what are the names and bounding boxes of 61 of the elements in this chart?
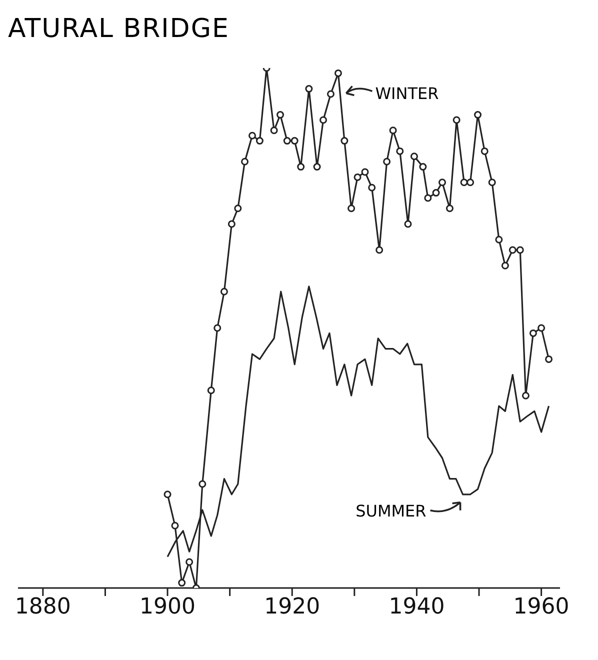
point: [368, 184, 376, 192]
point: [446, 204, 454, 212]
point: [326, 90, 334, 98]
annotation: WINTER: [375, 84, 439, 104]
point: [480, 147, 488, 155]
x-tick-label: 1960: [513, 594, 570, 620]
point: [214, 324, 222, 332]
point: [396, 147, 404, 155]
x-tick-label: 1920: [264, 594, 320, 620]
point: [410, 152, 418, 160]
point: [290, 137, 298, 145]
x-tick-label: 1900: [140, 594, 196, 620]
point: [354, 173, 362, 181]
point: [424, 194, 432, 202]
point: [376, 246, 384, 254]
point: [283, 137, 291, 145]
x-tick-label: 1880: [14, 594, 71, 620]
point: [228, 220, 236, 228]
point: [320, 116, 328, 124]
point: [334, 69, 342, 77]
annotation: SUMMER: [356, 501, 426, 520]
point: [522, 392, 530, 400]
point: [529, 329, 537, 337]
point: [248, 132, 256, 140]
point: [171, 522, 179, 530]
point: [389, 126, 397, 134]
point: [545, 355, 553, 363]
point: [164, 490, 172, 498]
chart-title: ATURAL BRIDGE: [8, 14, 230, 44]
point: [474, 111, 482, 119]
point: [501, 262, 509, 270]
point: [516, 246, 524, 254]
point: [460, 178, 468, 186]
point: [313, 163, 321, 171]
point: [186, 558, 194, 566]
point: [488, 178, 496, 186]
point: [207, 386, 215, 394]
point: [404, 220, 412, 228]
point: [383, 158, 391, 166]
point: [276, 111, 284, 119]
point: [432, 189, 440, 197]
point: [419, 163, 427, 171]
point: [495, 236, 503, 244]
point: [538, 324, 546, 332]
x-tick-label: 1940: [388, 594, 445, 620]
point: [466, 178, 474, 186]
point: [198, 480, 206, 488]
point: [270, 126, 278, 134]
point: [340, 137, 348, 145]
point: [348, 204, 356, 212]
point: [241, 158, 249, 166]
point: [256, 137, 264, 145]
point: [452, 116, 460, 124]
point: [438, 178, 446, 186]
point: [508, 246, 516, 254]
point: [305, 85, 313, 93]
point: [234, 204, 242, 212]
point: [361, 168, 369, 176]
point: [220, 288, 228, 296]
point: [178, 579, 186, 587]
point: [297, 163, 305, 171]
